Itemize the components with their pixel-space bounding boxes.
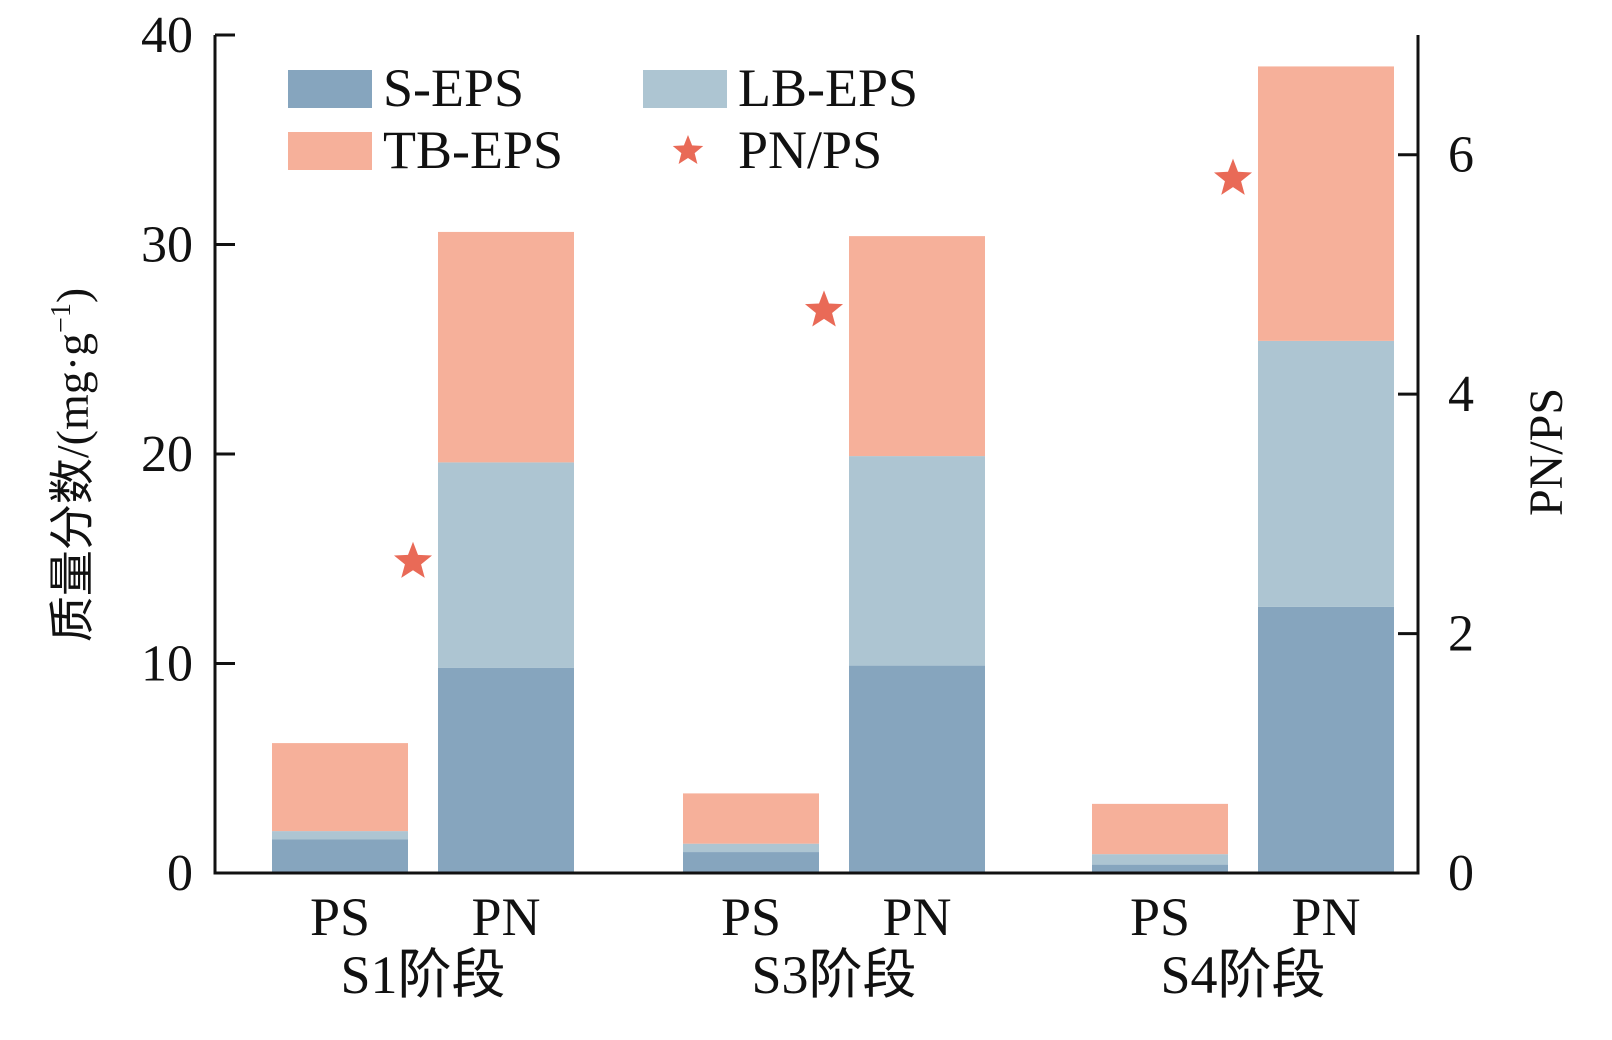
y-axis-label-close: ) — [47, 288, 98, 303]
y2-tick-label-0: 0 — [1448, 845, 1474, 902]
bar-lb-eps-1 — [438, 462, 574, 668]
y2-tick-label-6: 6 — [1448, 127, 1474, 184]
ratio-star-2 — [1213, 158, 1253, 195]
y2-axis-label: PN/PS — [1520, 388, 1573, 516]
y-tick-label-20: 20 — [141, 426, 193, 483]
y-axis-label: 质量分数/(mg·g−1) — [46, 288, 98, 642]
bar-s-eps-4 — [1092, 864, 1228, 873]
axes-layer — [213, 33, 1420, 875]
legend-item-pn/ps: PN/PS — [672, 120, 882, 180]
x-bar-label-2-1: PN — [1291, 887, 1360, 947]
x-group-label-1: S3阶段 — [751, 945, 916, 1005]
bar-s-eps-3 — [849, 665, 985, 873]
legend-star-swatch — [672, 135, 704, 164]
bar-lb-eps-0 — [272, 831, 408, 840]
bar-s-eps-0 — [272, 839, 408, 873]
y-tick-label-30: 30 — [141, 217, 193, 274]
bar-s-eps-1 — [438, 667, 574, 873]
legend: S-EPS LB-EPS TB-EPS PN/PS — [288, 58, 918, 180]
y2-tick-label-2: 2 — [1448, 606, 1474, 663]
ratio-markers-layer — [393, 158, 1253, 578]
legend-label-3: PN/PS — [738, 120, 882, 180]
y-axis-label-main: 质量分数/(mg·g — [47, 333, 98, 642]
bar-lb-eps-3 — [849, 456, 985, 666]
ratio-star-0 — [393, 541, 433, 578]
legend-item-s-eps: S-EPS — [288, 58, 524, 118]
x-bar-label-1-1: PN — [882, 887, 951, 947]
bar-lb-eps-4 — [1092, 854, 1228, 865]
bar-s-eps-5 — [1258, 606, 1394, 873]
bar-tb-eps-0 — [272, 743, 408, 832]
bar-tb-eps-3 — [849, 236, 985, 457]
tick-labels-layer: 0 10 20 30 40 0 2 4 6 — [141, 7, 1474, 902]
x-bar-label-0-1: PN — [471, 887, 540, 947]
legend-item-tb-eps: TB-EPS — [288, 120, 563, 180]
y-tick-label-10: 10 — [141, 636, 193, 693]
bar-tb-eps-4 — [1092, 803, 1228, 855]
legend-swatch-0 — [288, 70, 372, 108]
y-axis-label-superscript: −1 — [46, 303, 77, 333]
legend-item-lb-eps: LB-EPS — [643, 58, 918, 118]
bar-s-eps-2 — [683, 852, 819, 873]
bar-lb-eps-2 — [683, 843, 819, 853]
x-bar-label-1-0: PS — [721, 887, 781, 947]
x-group-label-0: S1阶段 — [340, 945, 505, 1005]
bars-layer — [272, 66, 1394, 873]
bar-tb-eps-1 — [438, 231, 574, 463]
y-tick-label-0: 0 — [167, 845, 193, 902]
x-group-label-2: S4阶段 — [1160, 945, 1325, 1005]
bar-tb-eps-5 — [1258, 66, 1394, 341]
bar-tb-eps-2 — [683, 793, 819, 844]
x-bar-label-2-0: PS — [1130, 887, 1190, 947]
legend-label-2: TB-EPS — [383, 120, 563, 180]
y-tick-label-40: 40 — [141, 7, 193, 64]
legend-swatch-2 — [288, 132, 372, 170]
legend-swatch-1 — [643, 70, 727, 108]
x-bar-label-0-0: PS — [310, 887, 370, 947]
legend-label-1: LB-EPS — [738, 58, 918, 118]
legend-label-0: S-EPS — [383, 58, 524, 118]
y2-tick-label-4: 4 — [1448, 366, 1474, 423]
bar-lb-eps-5 — [1258, 340, 1394, 607]
ratio-star-1 — [804, 290, 844, 327]
